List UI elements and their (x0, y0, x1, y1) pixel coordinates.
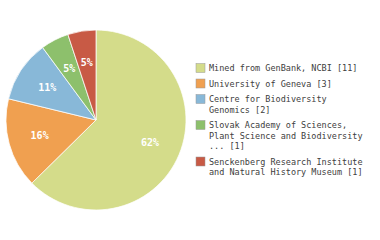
legend-label: Slovak Academy of Sciences,Plant Science… (209, 120, 363, 151)
data-labels: 62% 16% 11% 5% 5% (31, 57, 159, 148)
pie-slice (68, 30, 96, 120)
legend-label: Centre for BiodiversityGenomics [2] (209, 94, 327, 115)
pie (6, 30, 186, 210)
chart: 62% 16% 11% 5% 5% Mined from GenBank, NCBI [1… (0, 0, 380, 240)
legend: Mined from GenBank, NCBI [11] University … (196, 63, 363, 177)
data-label: 11% (38, 82, 56, 93)
legend-item: Senckenberg Research Instituteand Natura… (196, 157, 363, 178)
legend-item: University of Geneva [3] (196, 79, 332, 89)
legend-swatch (196, 64, 205, 73)
legend-item: Centre for BiodiversityGenomics [2] (196, 94, 327, 115)
legend-swatch (196, 79, 205, 88)
legend-swatch (196, 157, 205, 166)
data-label: 16% (31, 130, 49, 141)
legend-swatch (196, 95, 205, 104)
legend-label: University of Geneva [3] (209, 79, 332, 89)
legend-label: Mined from GenBank, NCBI [11] (209, 63, 357, 73)
data-label: 5% (81, 57, 93, 68)
legend-label: Senckenberg Research Instituteand Natura… (209, 157, 363, 178)
legend-item: Mined from GenBank, NCBI [11] (196, 63, 357, 73)
data-label: 62% (141, 137, 159, 148)
legend-swatch (196, 121, 205, 130)
legend-item: Slovak Academy of Sciences,Plant Science… (196, 120, 363, 151)
data-label: 5% (63, 63, 75, 74)
